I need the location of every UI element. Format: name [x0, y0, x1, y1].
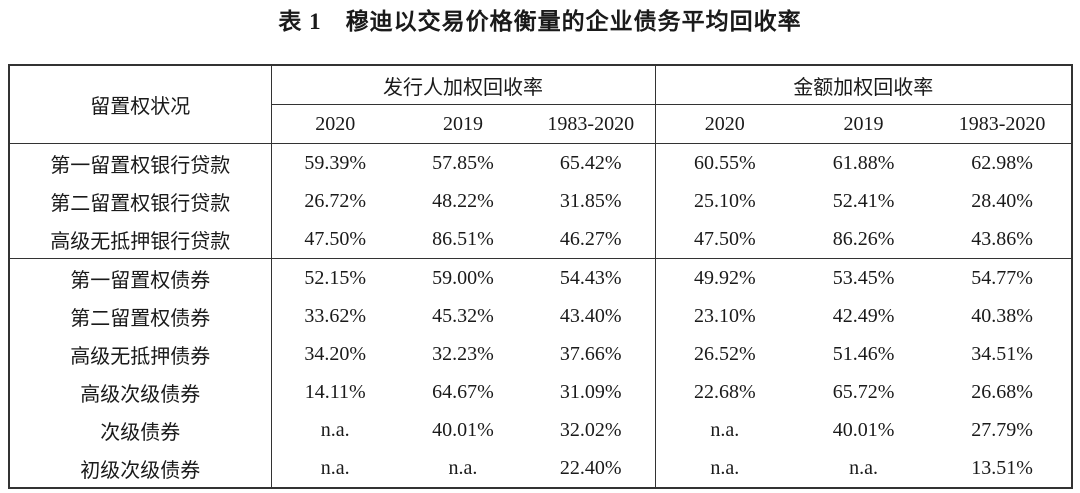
value-cell: 47.50%	[271, 220, 399, 259]
value-cell: 42.49%	[832, 304, 895, 327]
table-body: 第一留置权银行贷款 59.39% 57.85% 65.42% 60.55% 61.88% 6…	[9, 143, 1073, 488]
table-title: 表 1 穆迪以交易价格衡量的企业债务平均回收率	[278, 9, 802, 34]
value-cell: 64.67%	[432, 380, 494, 403]
row-label: 初级次级债券	[9, 449, 272, 488]
value-cell: 59.39%	[304, 151, 367, 174]
col-header-year: 1983-2020	[933, 104, 1073, 144]
col-header-year: 2020	[271, 104, 399, 144]
table-row: 初级次级债券 n.a. n.a. 22.40% n.a. n.a. 13.51%	[9, 449, 1072, 488]
value-cell: n.a.	[710, 456, 740, 479]
value-cell: 86.26%	[794, 220, 934, 259]
col-group-issuer-weighted-recovery: 发行人加权回收率	[271, 65, 656, 105]
value-cell: 40.01%	[432, 418, 494, 441]
value-cell: 14.11%	[304, 380, 366, 403]
table-row: 第二留置权债券 33.62% 45.32% 43.40% 23.10% 42.49% 40.…	[9, 297, 1072, 335]
row-label: 第一留置权债券	[9, 258, 272, 297]
col-header-year: 2019	[399, 104, 527, 144]
row-label: 第二留置权债券	[9, 297, 272, 335]
row-label: 第一留置权银行贷款	[9, 143, 272, 182]
table-row: 高级无抵押银行贷款 47.50% 86.51% 46.27% 47.50% 86.26% 4…	[9, 220, 1073, 259]
value-cell: 52.41%	[832, 189, 895, 212]
value-cell: 40.38%	[971, 304, 1033, 327]
row-label: 高级无抵押债券	[9, 335, 272, 373]
value-cell: 61.88%	[832, 151, 895, 174]
row-label: 高级无抵押银行贷款	[9, 220, 272, 259]
value-cell: 34.51%	[971, 342, 1033, 365]
value-cell: 54.77%	[971, 266, 1033, 289]
value-cell: 26.52%	[693, 342, 756, 365]
value-cell: 46.27%	[527, 220, 656, 259]
header-year-row: 2020 2019 1983-2020 2020 2019 1983-2020	[9, 104, 1073, 144]
row-label: 高级次级债券	[9, 373, 272, 411]
value-cell: 65.72%	[832, 380, 895, 403]
value-cell: 65.42%	[527, 143, 656, 182]
value-cell: n.a.	[710, 418, 740, 441]
value-cell: 26.68%	[971, 380, 1033, 403]
value-cell: 37.66%	[527, 335, 656, 373]
col-header-lien-status: 留置权状况	[9, 65, 272, 144]
value-cell: 54.43%	[527, 258, 656, 297]
value-cell: n.a.	[320, 418, 350, 441]
value-cell: 22.68%	[693, 380, 756, 403]
value-cell: 27.79%	[971, 418, 1033, 441]
value-cell: 52.15%	[304, 266, 367, 289]
recovery-rate-table: 留置权状况 发行人加权回收率 金额加权回收率 2020 2019 1983-20…	[8, 64, 1074, 489]
col-group-amount-weighted-recovery: 金额加权回收率	[655, 65, 1073, 105]
value-cell: 22.40%	[527, 449, 656, 488]
value-cell: n.a.	[849, 456, 878, 479]
value-cell: n.a.	[448, 456, 478, 479]
value-cell: 60.55%	[693, 151, 756, 174]
value-cell: n.a.	[320, 456, 350, 479]
col-header-year: 1983-2020	[527, 104, 656, 144]
value-cell: 62.98%	[971, 151, 1033, 174]
value-cell: 49.92%	[693, 266, 756, 289]
table-row: 第一留置权债券 52.15% 59.00% 54.43% 49.92% 53.45% 54.…	[9, 258, 1072, 297]
value-cell: 47.50%	[655, 220, 795, 259]
value-cell: 86.51%	[399, 220, 527, 259]
table-row: 高级无抵押债券 34.20% 32.23% 37.66% 26.52% 51.46% 34.…	[9, 335, 1072, 373]
row-label: 次级债券	[9, 411, 272, 449]
value-cell: 23.10%	[693, 304, 756, 327]
value-cell: 31.09%	[527, 373, 656, 411]
value-cell: 26.72%	[304, 189, 367, 212]
table-row: 高级次级债券 14.11% 64.67% 31.09% 22.68% 65.72% 26.6…	[9, 373, 1072, 411]
col-header-year: 2020	[655, 104, 795, 144]
value-cell: 32.23%	[432, 342, 494, 365]
table-row: 次级债券 n.a. 40.01% 32.02% n.a. 40.01% 27.79%	[9, 411, 1072, 449]
value-cell: 31.85%	[527, 182, 656, 220]
value-cell: 40.01%	[832, 418, 895, 441]
value-cell: 53.45%	[832, 266, 895, 289]
value-cell: 43.40%	[527, 297, 656, 335]
value-cell: 13.51%	[971, 456, 1033, 479]
value-cell: 33.62%	[304, 304, 367, 327]
row-label: 第二留置权银行贷款	[9, 182, 272, 220]
header-group-row: 留置权状况 发行人加权回收率 金额加权回收率	[9, 65, 1073, 144]
table-header: 留置权状况 发行人加权回收率 金额加权回收率 2020 2019 1983-20…	[9, 65, 1073, 144]
value-cell: 59.00%	[432, 266, 494, 289]
value-cell: 48.22%	[432, 189, 494, 212]
value-cell: 57.85%	[432, 151, 494, 174]
value-cell: 34.20%	[304, 342, 367, 365]
value-cell: 28.40%	[971, 189, 1033, 212]
value-cell: 43.86%	[933, 220, 1073, 259]
table-row: 第二留置权银行贷款 26.72% 48.22% 31.85% 25.10% 52.41% 2…	[9, 182, 1072, 220]
value-cell: 51.46%	[832, 342, 895, 365]
value-cell: 32.02%	[527, 411, 656, 449]
value-cell: 45.32%	[432, 304, 494, 327]
col-header-year: 2019	[794, 104, 934, 144]
value-cell: 25.10%	[693, 189, 756, 212]
table-row: 第一留置权银行贷款 59.39% 57.85% 65.42% 60.55% 61.88% 6…	[9, 143, 1072, 182]
